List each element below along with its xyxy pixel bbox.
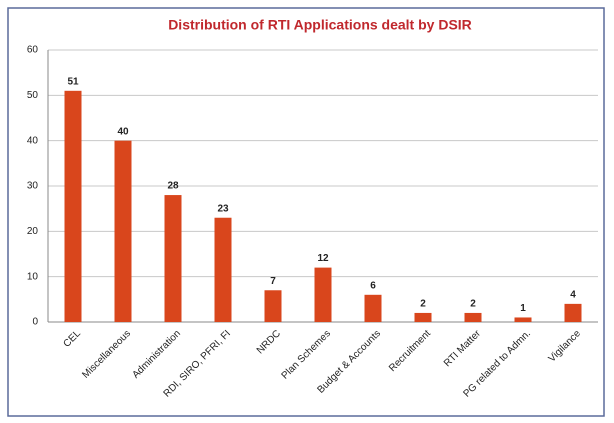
value-label: 12 — [317, 253, 329, 264]
bar — [264, 290, 282, 322]
value-label: 40 — [117, 126, 129, 137]
y-tick-label: 0 — [32, 317, 38, 328]
value-label: 6 — [370, 280, 376, 291]
bar — [364, 294, 382, 322]
value-label: 2 — [470, 299, 476, 310]
y-tick-label: 30 — [27, 181, 39, 192]
value-label: 7 — [270, 276, 276, 287]
y-tick-label: 40 — [27, 135, 39, 146]
value-label: 28 — [167, 181, 179, 192]
y-tick-label: 60 — [27, 45, 39, 56]
value-label: 23 — [217, 203, 229, 214]
y-tick-label: 20 — [27, 226, 39, 237]
bar — [514, 317, 532, 322]
bar — [114, 140, 132, 322]
y-tick-label: 50 — [27, 90, 39, 101]
bar — [164, 195, 182, 322]
chart-title: Distribution of RTI Applications dealt b… — [168, 17, 472, 33]
value-label: 1 — [520, 303, 526, 314]
value-label: 2 — [420, 299, 426, 310]
value-label: 51 — [67, 76, 79, 87]
y-tick-label: 10 — [27, 271, 39, 282]
chart-frame — [7, 7, 605, 417]
bar — [214, 217, 232, 322]
value-label: 4 — [570, 290, 576, 301]
bar — [414, 312, 432, 322]
bar — [64, 90, 82, 322]
bar — [314, 267, 332, 322]
bar — [464, 312, 482, 322]
bar — [564, 303, 582, 322]
